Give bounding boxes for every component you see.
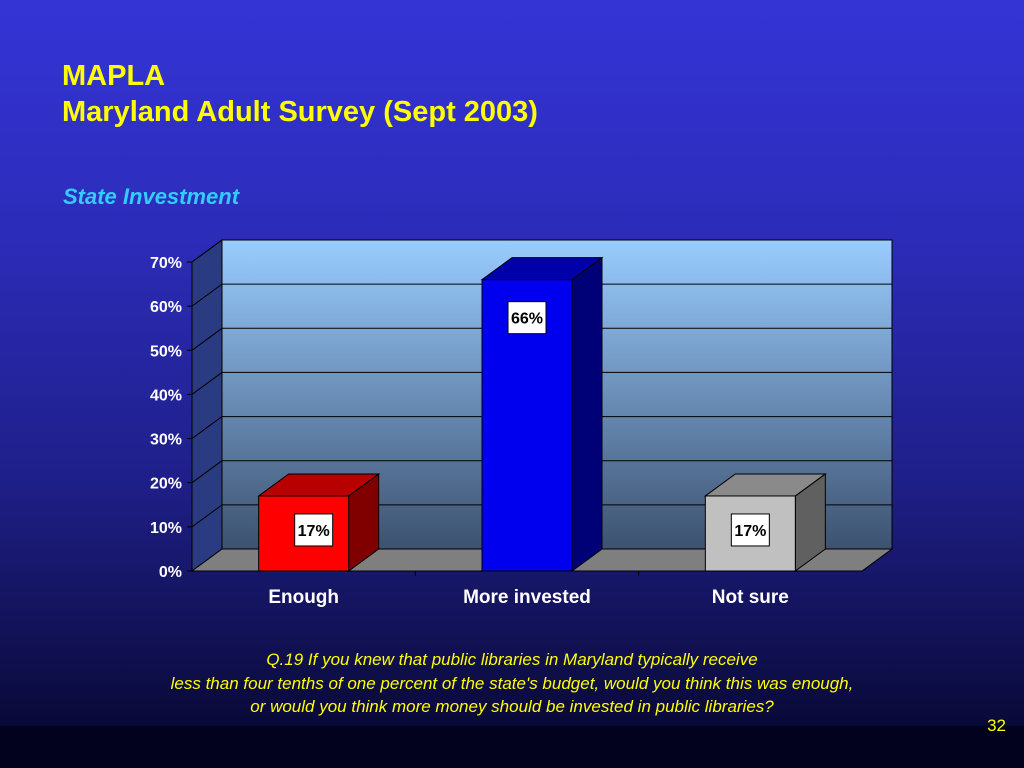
gridline-side [191, 416, 223, 439]
y-tick-label: 50% [150, 343, 182, 360]
bar-more-invested: 66% [480, 256, 604, 572]
x-category-label: More invested [463, 587, 591, 608]
title-line-1: MAPLA [62, 60, 166, 92]
data-label-box [507, 301, 547, 335]
y-tick-label: 40% [150, 387, 182, 404]
page-number: 32 [987, 716, 1006, 735]
bar-not-sure: 17% [703, 472, 827, 572]
gridline-side [191, 327, 223, 351]
y-tick-label: 10% [150, 520, 182, 537]
slide-title: MAPLA Maryland Adult Survey (Sept 2003) [62, 58, 538, 130]
question-line-3: or would you think more money should be … [250, 697, 774, 716]
bar-chart: 0% 10% 20% 30% 40% 50% 60% 70% 17% Enough 66% More … [150, 239, 894, 608]
bar-side [571, 256, 603, 572]
bar-front [704, 495, 796, 572]
x-category-label: Not sure [712, 587, 789, 608]
gridline-side [191, 460, 223, 484]
title-line-2: Maryland Adult Survey (Sept 2003) [62, 96, 538, 128]
plot-side-wall [191, 239, 223, 572]
y-tick-label: 0% [159, 564, 182, 581]
question-line-2: less than four tenths of one percent of … [170, 673, 854, 693]
y-tick-label: 60% [150, 299, 182, 316]
y-tick-label: 70% [150, 255, 182, 272]
gridline-side [191, 372, 223, 395]
y-tick-label: 20% [150, 476, 182, 493]
x-category-label: Enough [268, 587, 339, 608]
footer-band [0, 726, 1024, 768]
data-label: 66% [511, 311, 543, 328]
y-tick-label: 30% [150, 432, 182, 449]
slide-subtitle: State Investment [63, 184, 240, 209]
gridline-side [191, 239, 223, 263]
bar-enough: 17% [257, 472, 381, 572]
data-label: 17% [298, 523, 330, 540]
gridline-side [191, 283, 223, 307]
question-line-1: Q.19 If you knew that public libraries i… [266, 650, 758, 669]
data-label-box [294, 513, 334, 547]
survey-question: Q.19 If you knew that public libraries i… [0, 648, 1024, 719]
data-label: 17% [734, 523, 766, 540]
data-label-box [730, 513, 770, 547]
gridline-side [191, 504, 223, 528]
